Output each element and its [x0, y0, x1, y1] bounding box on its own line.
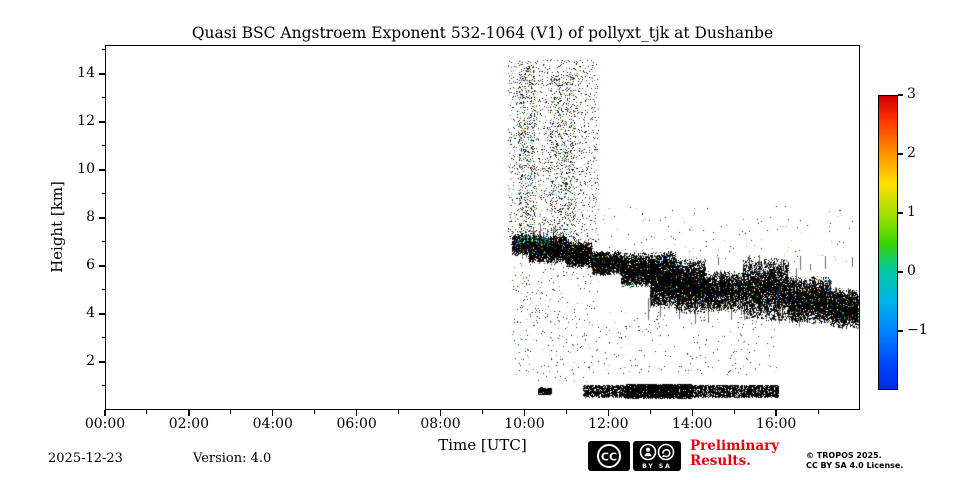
- x-major-tick: [272, 410, 274, 416]
- x-tick-label: 12:00: [588, 416, 629, 432]
- by-sa-badge: BY SA: [633, 441, 681, 471]
- x-minor-tick: [398, 410, 400, 414]
- y-tick-label: 4: [86, 304, 95, 321]
- x-major-tick: [523, 410, 526, 416]
- y-minor-tick: [101, 193, 105, 195]
- x-minor-tick: [733, 410, 735, 414]
- y-minor-tick: [101, 241, 105, 243]
- x-tick-label: 08:00: [420, 416, 461, 432]
- x-tick-label: 04:00: [252, 416, 293, 432]
- x-axis-label: Time [UTC]: [438, 436, 527, 454]
- x-minor-tick: [146, 410, 148, 414]
- y-minor-tick: [101, 289, 105, 291]
- by-sa-badge-label: BY SA: [642, 463, 672, 470]
- share-alike-arrowhead-icon: [662, 454, 665, 458]
- y-minor-tick: [101, 97, 105, 99]
- preliminary-line1: Preliminary: [690, 438, 780, 454]
- y-tick-label: 12: [77, 112, 95, 129]
- x-major-tick: [439, 410, 442, 416]
- colorbar-tick-label: −1: [907, 322, 928, 338]
- y-minor-tick: [101, 49, 105, 51]
- x-major-tick: [691, 410, 693, 416]
- y-tick-label: 2: [86, 352, 95, 369]
- colorbar-tick-label: 3: [907, 86, 916, 102]
- x-major-tick: [607, 410, 610, 416]
- copyright-line2: CC BY SA 4.0 License.: [806, 461, 904, 470]
- y-tick-label: 14: [77, 64, 95, 81]
- version-label: Version: 4.0: [193, 451, 272, 466]
- x-major-tick: [775, 410, 777, 416]
- colorbar-tick: [898, 212, 903, 214]
- x-tick-label: 06:00: [336, 416, 377, 432]
- y-tick-label: 6: [86, 256, 95, 273]
- colorbar-gradient: [878, 95, 898, 390]
- x-tick-label: 00:00: [84, 416, 126, 432]
- preliminary-results-note: Preliminary Results.: [690, 439, 779, 469]
- attribution-icon: [639, 443, 657, 461]
- colorbar-tick-label: 1: [907, 204, 916, 220]
- y-major-tick: [99, 217, 105, 219]
- copyright-line1: © TROPOS 2025.: [806, 451, 882, 460]
- share-alike-icon: [657, 443, 675, 461]
- colorbar-tick: [898, 330, 903, 332]
- x-major-tick: [355, 410, 358, 416]
- y-major-tick: [99, 361, 105, 363]
- x-major-tick: [104, 410, 106, 416]
- y-major-tick: [99, 121, 105, 123]
- share-alike-arrow-icon: [662, 448, 671, 458]
- cc-license-badges: CC BY SA: [588, 441, 681, 471]
- x-tick-label: 14:00: [672, 416, 713, 432]
- cc-badge-label: CC: [601, 451, 617, 464]
- plot-canvas: [105, 45, 860, 410]
- x-major-tick: [188, 410, 190, 416]
- y-major-tick: [99, 73, 105, 75]
- x-minor-tick: [817, 410, 819, 414]
- y-major-tick: [99, 313, 105, 315]
- cc-badge: CC: [588, 441, 630, 471]
- x-minor-tick: [230, 410, 232, 414]
- colorbar-tick-label: 0: [907, 263, 916, 279]
- y-tick-label: 10: [77, 160, 95, 177]
- x-minor-tick: [649, 410, 651, 414]
- copyright-note: © TROPOS 2025. CC BY SA 4.0 License.: [806, 451, 903, 471]
- colorbar-tick: [898, 94, 903, 96]
- y-tick-label: 8: [86, 208, 95, 225]
- person-head-icon: [646, 447, 650, 452]
- colorbar-tick: [898, 153, 903, 155]
- y-minor-tick: [101, 145, 105, 147]
- y-minor-tick: [101, 385, 105, 387]
- preliminary-line2: Results.: [690, 453, 751, 469]
- y-major-tick: [99, 169, 105, 171]
- cc-circle-icon: [597, 444, 621, 468]
- y-major-tick: [99, 265, 105, 267]
- date-label: 2025-12-23: [48, 451, 123, 466]
- colorbar-tick: [898, 271, 903, 273]
- person-body-icon: [644, 452, 652, 457]
- x-tick-label: 16:00: [755, 416, 797, 432]
- x-tick-label: 10:00: [504, 416, 545, 432]
- colorbar-tick-label: 2: [907, 145, 916, 161]
- x-minor-tick: [314, 410, 316, 414]
- y-minor-tick: [101, 337, 105, 339]
- x-tick-label: 02:00: [168, 416, 210, 432]
- chart-title: Quasi BSC Angstroem Exponent 532-1064 (V…: [191, 24, 774, 42]
- x-minor-tick: [565, 410, 567, 414]
- x-minor-tick: [482, 410, 483, 414]
